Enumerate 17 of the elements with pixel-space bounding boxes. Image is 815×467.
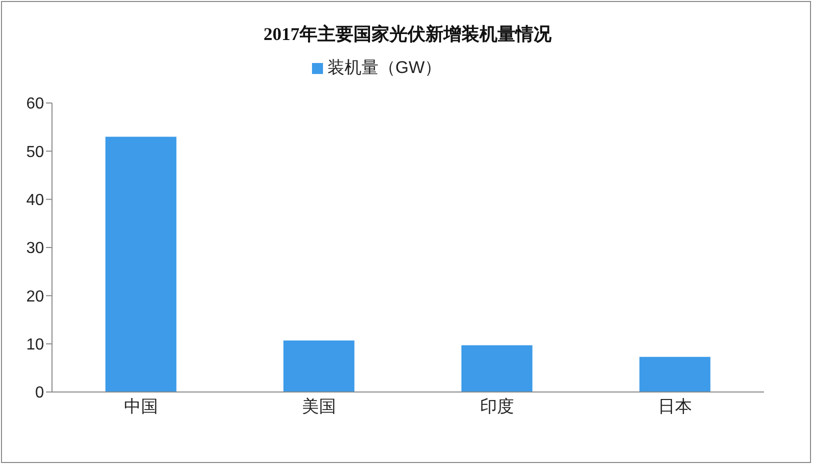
y-tick-label: 40 — [26, 192, 44, 210]
y-tick-label: 0 — [35, 384, 44, 402]
y-tick-label: 50 — [26, 144, 44, 161]
x-tick-label: 日本 — [658, 397, 692, 416]
x-tick-label: 印度 — [480, 397, 514, 416]
y-tick-label: 30 — [26, 240, 44, 258]
bar — [639, 356, 710, 392]
bar — [283, 340, 354, 392]
y-tick-label: 10 — [26, 336, 44, 354]
bar — [105, 136, 176, 392]
y-tick-label: 60 — [26, 96, 44, 113]
chart-title: 2017年主要国家光伏新增装机量情况 — [262, 23, 552, 46]
y-tick-label: 20 — [26, 288, 44, 306]
bar — [461, 345, 532, 392]
x-tick-label: 中国 — [124, 397, 158, 416]
x-tick-label: 美国 — [302, 397, 336, 416]
legend-label: 装机量（GW） — [327, 58, 442, 77]
